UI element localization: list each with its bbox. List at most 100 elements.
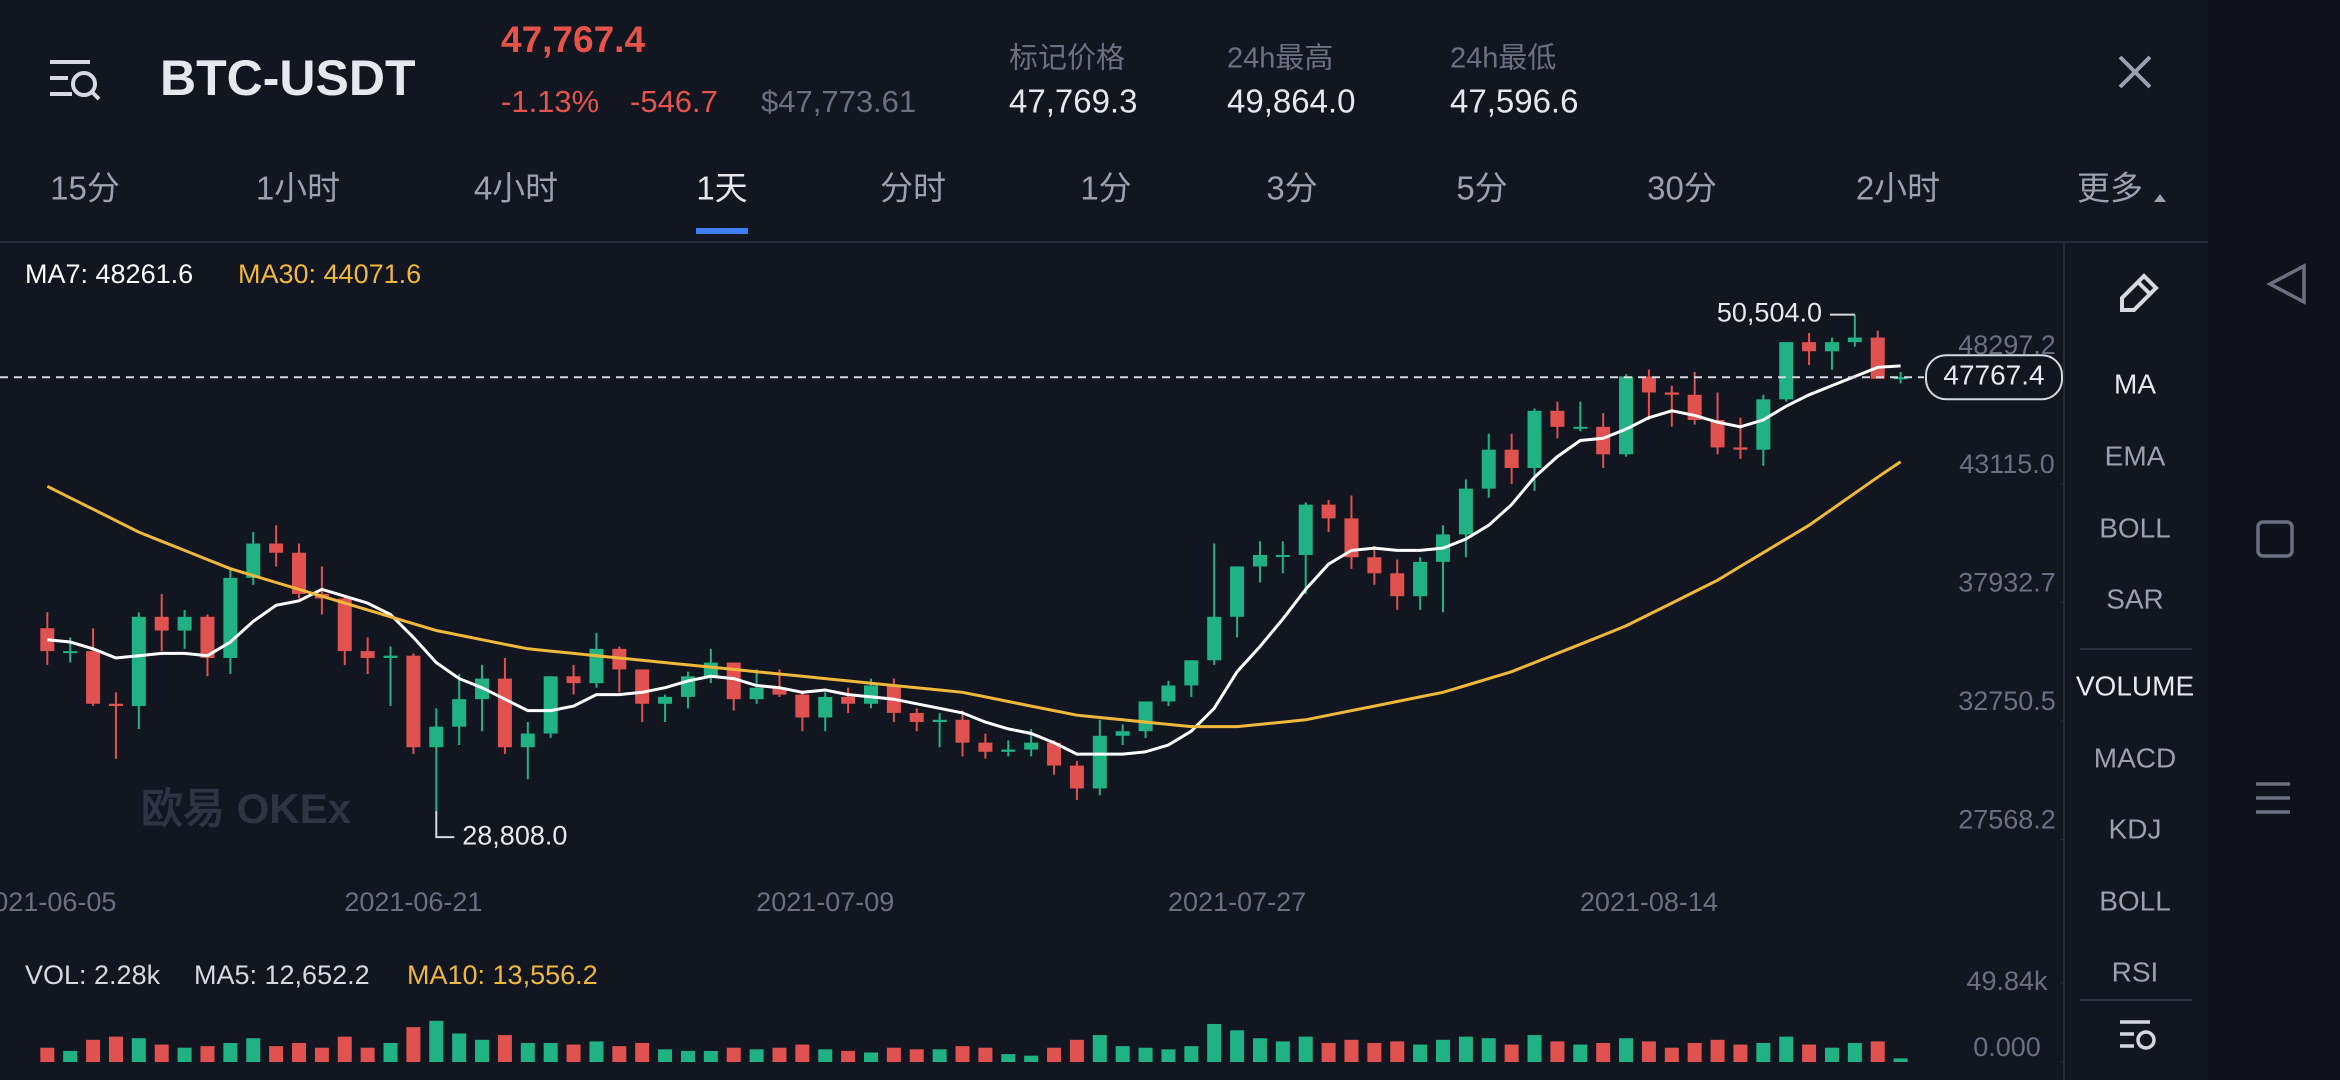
candle-body: [1413, 561, 1428, 597]
candle-body: [269, 543, 284, 553]
candle-body: [383, 655, 398, 658]
nav-icons[interactable]: [2256, 263, 2306, 814]
volume-bar: [1733, 1044, 1748, 1062]
candle-body: [497, 678, 512, 748]
stat-value: 47,769.3: [1009, 83, 1137, 120]
tab[interactable]: 更多: [2077, 170, 2143, 207]
stat-label: 标记价格: [1009, 42, 1125, 75]
volume-bar: [1710, 1039, 1725, 1062]
tab[interactable]: 1分: [1080, 170, 1131, 207]
volume-bar: [795, 1044, 810, 1062]
volume-bar: [726, 1047, 741, 1062]
volume-bar: [1001, 1054, 1016, 1062]
menu-icon[interactable]: [50, 60, 101, 101]
tab[interactable]: 5分: [1456, 170, 1507, 207]
volume-bar: [1596, 1042, 1611, 1062]
candle-body: [1573, 426, 1588, 429]
volume-bar: [1481, 1038, 1496, 1062]
tab[interactable]: 3分: [1266, 170, 1317, 207]
stat-value: 49,864.0: [1227, 83, 1355, 120]
y-tick-label: 32750.5: [1958, 686, 2056, 716]
candle-body: [200, 616, 215, 658]
candle-body: [1847, 337, 1862, 343]
indicator[interactable]: EMA: [2105, 440, 2166, 471]
volume-bar: [1115, 1046, 1130, 1062]
candle-body: [1367, 557, 1382, 574]
candle-body: [1230, 566, 1245, 617]
usd-price: $47,773.61: [761, 84, 916, 119]
close-icon[interactable]: [2118, 55, 2152, 89]
candle-body: [703, 662, 718, 677]
ma-line: [46, 460, 1902, 729]
low-pointer: [435, 811, 455, 839]
tab[interactable]: 15分: [50, 170, 120, 207]
volume-bar: [269, 1046, 284, 1062]
volume-bar: [475, 1039, 490, 1062]
settings-icon[interactable]: [2120, 1020, 2156, 1050]
change: -546.7: [630, 84, 718, 119]
candle-body: [1207, 616, 1222, 661]
candle-body: [1458, 488, 1473, 535]
indicator[interactable]: MACD: [2094, 742, 2176, 773]
low-label: 28,808.0: [462, 820, 567, 850]
volume-bar: [1161, 1049, 1176, 1062]
volume-bar: [1092, 1035, 1107, 1062]
volume-bar: [1252, 1038, 1267, 1062]
indicator[interactable]: MA: [2114, 368, 2156, 399]
volume-bar: [1893, 1058, 1908, 1062]
volume-bar: [108, 1036, 123, 1062]
candle-body: [1184, 660, 1199, 686]
candle-body: [360, 651, 375, 658]
candle-body: [1802, 342, 1817, 352]
candle-body: [841, 696, 856, 704]
y-tick-label: 43115.0: [1959, 449, 2055, 479]
stat-value: 47,596.6: [1450, 83, 1578, 120]
tab[interactable]: 4小时: [474, 170, 558, 207]
indicator[interactable]: KDJ: [2109, 813, 2162, 844]
draw-icon[interactable]: [2120, 273, 2159, 312]
volume-bar: [497, 1035, 512, 1062]
tab[interactable]: 分时: [880, 170, 946, 207]
x-tick-label: 2021-06-05: [0, 887, 116, 917]
change-pct: -1.13%: [501, 84, 599, 119]
candle-body: [978, 742, 993, 752]
volume-bar: [1527, 1035, 1542, 1062]
volume-bar: [635, 1042, 650, 1062]
volume-bar: [154, 1044, 169, 1062]
candle-body: [1824, 342, 1839, 352]
tab[interactable]: 1小时: [256, 170, 340, 207]
indicator[interactable]: VOLUME: [2076, 670, 2194, 701]
vol-legend: VOL: 2.28k: [25, 960, 161, 990]
indicator[interactable]: BOLL: [2099, 512, 2171, 543]
last-price-label: 47767.4: [1943, 360, 2044, 391]
candle-body: [1024, 742, 1039, 750]
price: 47,767.4: [501, 19, 645, 60]
volume-bar: [520, 1042, 535, 1062]
indicator[interactable]: BOLL: [2099, 885, 2171, 916]
v-tick-label: 0.000: [1973, 1032, 2041, 1062]
volume-bar: [841, 1050, 856, 1062]
candle-body: [246, 543, 261, 578]
candle-body: [1893, 377, 1908, 380]
candle-body: [177, 616, 192, 631]
candle-body: [543, 676, 558, 734]
tab[interactable]: 2小时: [1856, 170, 1940, 207]
indicator[interactable]: RSI: [2112, 956, 2159, 987]
volume-bar: [1687, 1042, 1702, 1062]
watermark: 欧易 OKEx: [141, 785, 352, 832]
v-tick-label: 49.84k: [1966, 966, 2048, 996]
volume-bar: [1275, 1041, 1290, 1062]
candle-body: [337, 598, 352, 652]
volume-bar: [1824, 1047, 1839, 1062]
volume-bar: [1184, 1046, 1199, 1062]
tab[interactable]: 30分: [1647, 170, 1717, 207]
tab[interactable]: 1天: [696, 170, 747, 207]
volume-bar: [1321, 1042, 1336, 1062]
volume-bar: [589, 1041, 604, 1062]
candle-body: [1252, 554, 1267, 567]
volume-bar: [383, 1042, 398, 1062]
volume-bar: [1504, 1044, 1519, 1062]
candle-body: [795, 694, 810, 718]
indicator[interactable]: SAR: [2106, 583, 2164, 614]
